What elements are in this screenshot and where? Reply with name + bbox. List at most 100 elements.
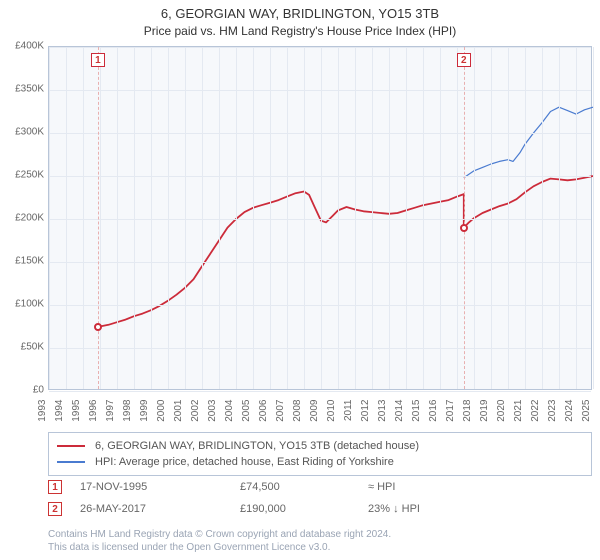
x-axis-label: 2023 [547,400,558,422]
gridline-v [406,47,407,389]
gridline-v [457,47,458,389]
x-axis-label: 2019 [479,400,490,422]
y-axis-label: £200K [0,213,44,224]
y-axis-label: £100K [0,299,44,310]
x-axis-label: 2017 [445,400,456,422]
legend-item-property: 6, GEORGIAN WAY, BRIDLINGTON, YO15 3TB (… [57,438,583,454]
legend-swatch-property [57,445,85,447]
gridline-v [219,47,220,389]
gridline-v [491,47,492,389]
gridline-v [525,47,526,389]
footer-attribution: Contains HM Land Registry data © Crown c… [48,528,592,554]
y-axis-label: £300K [0,127,44,138]
gridline-v [304,47,305,389]
x-axis-label: 2000 [156,400,167,422]
x-axis-label: 2014 [394,400,405,422]
gridline-v [389,47,390,389]
event-line-1 [98,47,99,389]
gridline-h [49,176,591,177]
footer-line2: This data is licensed under the Open Gov… [48,541,592,554]
x-axis-label: 2002 [190,400,201,422]
legend-item-hpi: HPI: Average price, detached house, East… [57,454,583,470]
x-axis-label: 1996 [88,400,99,422]
sale-price-1: £74,500 [240,481,368,493]
legend-swatch-hpi [57,461,85,463]
gridline-v [474,47,475,389]
gridline-h [49,219,591,220]
y-axis-label: £150K [0,256,44,267]
x-axis-label: 2015 [411,400,422,422]
gridline-v [423,47,424,389]
sale-delta-1: ≈ HPI [368,481,395,493]
sale-date-2: 26-MAY-2017 [80,503,240,515]
x-axis-label: 2018 [462,400,473,422]
gridline-v [168,47,169,389]
gridline-v [66,47,67,389]
sale-price-2: £190,000 [240,503,368,515]
event-line-2 [464,47,465,389]
x-axis-label: 2004 [224,400,235,422]
gridline-v [134,47,135,389]
gridline-h [49,305,591,306]
chart-container: 6, GEORGIAN WAY, BRIDLINGTON, YO15 3TB P… [0,0,600,560]
gridline-v [117,47,118,389]
gridline-v [440,47,441,389]
x-axis-label: 2003 [207,400,218,422]
x-axis-label: 1997 [105,400,116,422]
x-axis-label: 2008 [292,400,303,422]
x-axis-label: 2006 [258,400,269,422]
sale-date-1: 17-NOV-1995 [80,481,240,493]
x-axis-label: 2013 [377,400,388,422]
chart-title-subtitle: Price paid vs. HM Land Registry's House … [0,24,600,38]
plot-area: 12 [48,46,592,390]
chart-svg [49,47,591,389]
x-axis-label: 1995 [71,400,82,422]
event-badge-2: 2 [457,53,471,67]
x-axis-label: 1994 [54,400,65,422]
footer-line1: Contains HM Land Registry data © Crown c… [48,528,592,541]
gridline-v [100,47,101,389]
legend-label-hpi: HPI: Average price, detached house, East… [95,456,394,468]
x-axis-label: 2005 [241,400,252,422]
gridline-h [49,262,591,263]
x-axis-label: 2009 [309,400,320,422]
gridline-v [593,47,594,389]
x-axis-label: 2010 [326,400,337,422]
y-axis-label: £50K [0,342,44,353]
x-axis-label: 2020 [496,400,507,422]
gridline-v [372,47,373,389]
gridline-v [287,47,288,389]
x-axis-label: 2024 [564,400,575,422]
x-axis-label: 2011 [343,400,354,422]
event-point-2 [460,224,468,232]
gridline-v [270,47,271,389]
x-axis-label: 2012 [360,400,371,422]
gridline-v [542,47,543,389]
event-point-1 [94,323,102,331]
gridline-v [253,47,254,389]
x-axis-label: 2007 [275,400,286,422]
gridline-v [236,47,237,389]
sale-row-1: 1 17-NOV-1995 £74,500 ≈ HPI [48,480,592,494]
series-hpi [464,107,593,178]
x-axis-label: 2021 [513,400,524,422]
sale-delta-2: 23% ↓ HPI [368,503,420,515]
gridline-v [576,47,577,389]
sale-row-2: 2 26-MAY-2017 £190,000 23% ↓ HPI [48,502,592,516]
gridline-v [202,47,203,389]
gridline-v [185,47,186,389]
y-axis-label: £400K [0,41,44,52]
gridline-v [49,47,50,389]
x-axis-label: 1998 [122,400,133,422]
y-axis-label: £350K [0,84,44,95]
gridline-h [49,391,591,392]
x-axis-label: 2001 [173,400,184,422]
y-axis-label: £250K [0,170,44,181]
chart-title-address: 6, GEORGIAN WAY, BRIDLINGTON, YO15 3TB [0,6,600,21]
x-axis-label: 2025 [581,400,592,422]
x-axis-label: 2016 [428,400,439,422]
sale-badge-2: 2 [48,502,62,516]
x-axis-label: 1999 [139,400,150,422]
gridline-v [559,47,560,389]
sale-badge-1: 1 [48,480,62,494]
